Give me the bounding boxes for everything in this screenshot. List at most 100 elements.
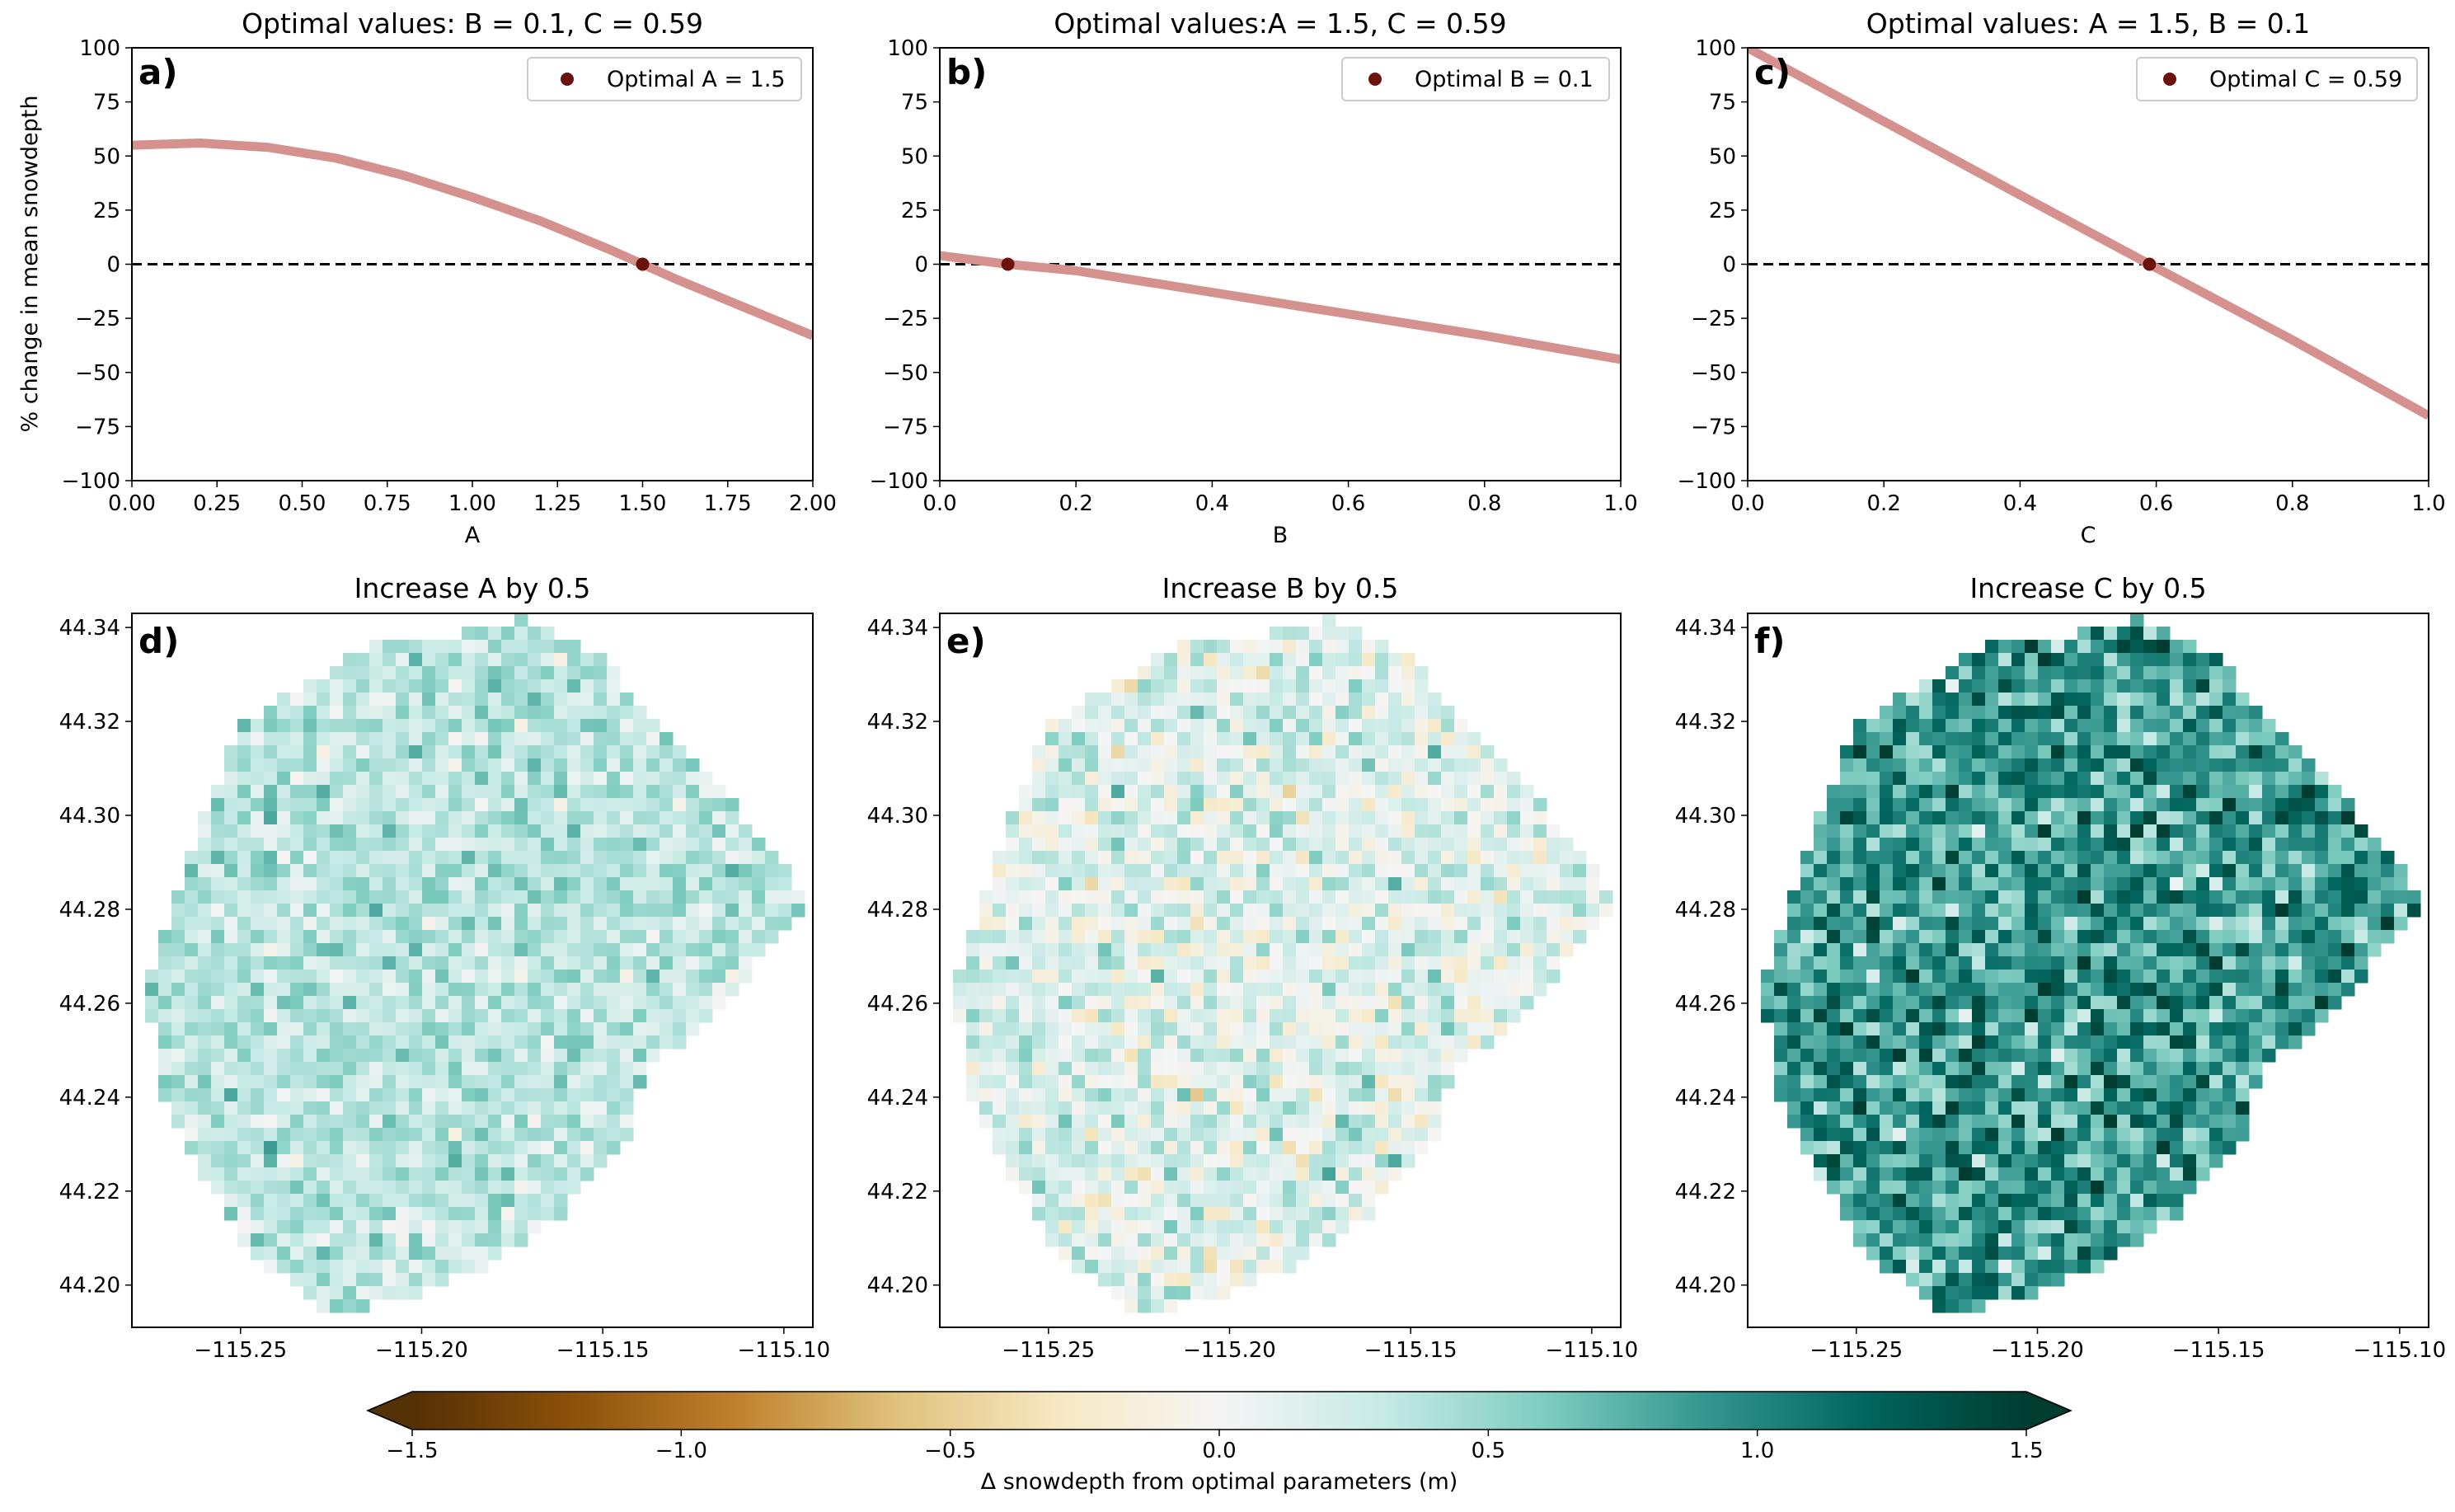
map-cell — [1138, 956, 1152, 970]
map-cell — [2011, 798, 2025, 812]
map-cell — [2288, 943, 2302, 957]
map-cell — [791, 890, 805, 904]
map-cell — [2302, 983, 2316, 997]
map-cell — [2011, 732, 2025, 746]
map-cell — [1507, 917, 1521, 931]
map-cell — [1283, 864, 1297, 878]
map-cell — [2302, 798, 2316, 812]
map-cell — [2302, 917, 2316, 931]
map-cell — [2236, 811, 2250, 825]
map-cell — [633, 851, 647, 865]
map-cell — [409, 1247, 423, 1261]
map-cell — [1309, 1220, 1323, 1234]
map-cell — [1256, 956, 1270, 970]
x-tick-label: 0.25 — [193, 491, 241, 516]
map-cell — [1256, 1049, 1270, 1063]
map-cell — [211, 1101, 225, 1115]
map-cell — [1972, 1075, 1986, 1089]
map-cell — [2262, 838, 2276, 852]
map-cell — [2288, 864, 2302, 878]
map-cell — [686, 798, 700, 812]
map-cell — [2104, 640, 2118, 654]
map-cell — [1098, 930, 1112, 944]
y-tick-label: 44.20 — [59, 1274, 120, 1298]
map-cell — [633, 1062, 647, 1076]
map-cell — [2196, 956, 2210, 970]
map-cell — [1045, 1022, 1059, 1036]
map-cell — [1085, 983, 1099, 997]
map-cell — [317, 904, 331, 918]
map-cell — [1283, 1035, 1297, 1049]
x-tick-label: 0.00 — [108, 491, 156, 516]
map-cell — [1959, 772, 1973, 786]
map-cell — [2209, 904, 2223, 918]
map-cell — [1006, 824, 1020, 838]
map-cell — [2328, 970, 2342, 984]
map-cell — [739, 956, 753, 970]
map-cell — [646, 983, 660, 997]
map-cell — [2104, 983, 2118, 997]
map-cell — [1906, 1062, 1920, 1076]
map-cell — [198, 1088, 212, 1102]
map-cell — [396, 772, 410, 786]
map-cell — [1560, 877, 1574, 891]
map-cell — [1243, 1167, 1257, 1181]
map-cell — [396, 785, 410, 799]
map-cell — [330, 824, 344, 838]
map-cell — [383, 706, 397, 720]
map-cell — [1906, 1049, 1920, 1063]
map-cell — [1270, 890, 1284, 904]
map-cell — [1415, 904, 1429, 918]
map-cell — [409, 1128, 423, 1142]
map-cell — [514, 693, 528, 707]
map-cell — [620, 943, 634, 957]
map-cell — [2025, 930, 2039, 944]
map-cell — [1880, 1049, 1894, 1063]
map-cell — [1972, 890, 1986, 904]
map-cell — [1177, 930, 1191, 944]
y-tick-label: 44.30 — [59, 804, 120, 829]
map-cell — [2262, 917, 2276, 931]
map-cell — [251, 956, 265, 970]
map-cell — [422, 1273, 436, 1287]
map-cell — [1032, 970, 1046, 984]
map-cell — [369, 851, 383, 865]
map-cell — [2315, 970, 2329, 984]
map-cell — [739, 838, 753, 852]
map-cell — [1283, 653, 1297, 667]
map-cell — [2130, 851, 2144, 865]
map-cell — [1375, 811, 1389, 825]
map-cell — [1774, 1009, 1788, 1023]
map-cell — [435, 785, 449, 799]
map-cell — [646, 996, 660, 1010]
map-cell — [633, 745, 647, 759]
map-cell — [514, 798, 528, 812]
map-cell — [1946, 1062, 1960, 1076]
map-cell — [2249, 824, 2263, 838]
map-cell — [1454, 1035, 1468, 1049]
panel-c-plot: 0.0 0.2 0.4 0.6 0.8 1.01007550250−25−50−75−10… — [1678, 36, 2446, 516]
map-cell — [435, 1022, 449, 1036]
map-cell — [1283, 1075, 1297, 1089]
map-cell — [383, 996, 397, 1010]
map-cell — [1309, 904, 1323, 918]
map-cell — [409, 706, 423, 720]
map-cell — [1151, 1260, 1165, 1274]
map-cell — [1283, 1247, 1297, 1261]
map-cell — [699, 824, 713, 838]
map-cell — [633, 798, 647, 812]
map-cell — [1217, 732, 1231, 746]
map-cell — [185, 996, 199, 1010]
map-cell — [1164, 1299, 1178, 1313]
map-cell — [2091, 666, 2105, 680]
map-cell — [1045, 1167, 1059, 1181]
map-cell — [185, 1009, 199, 1023]
map-cell — [1243, 1220, 1257, 1234]
map-cell — [1138, 732, 1152, 746]
map-cell — [2302, 930, 2316, 944]
map-cell — [462, 851, 476, 865]
map-cell — [2051, 653, 2065, 667]
map-cell — [1932, 917, 1946, 931]
map-cell — [1985, 983, 1999, 997]
map-cell — [277, 824, 291, 838]
